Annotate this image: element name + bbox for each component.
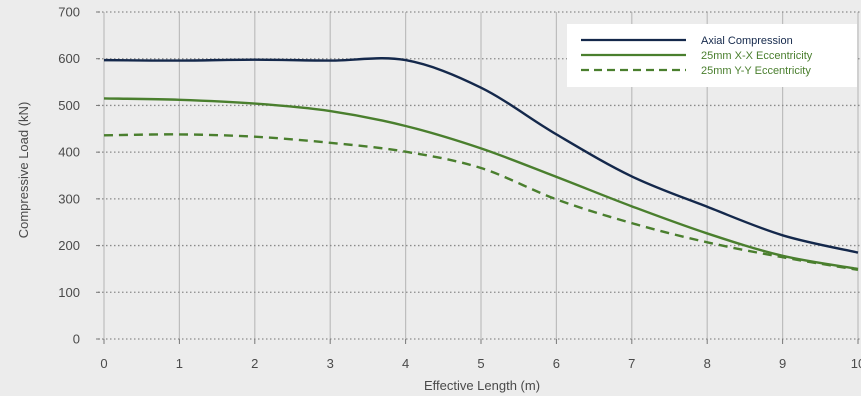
x-tick-label: 6 (553, 356, 560, 371)
legend: Axial Compression 25mm X-X Eccentricity 25… (567, 24, 857, 87)
y-tick-label: 600 (58, 51, 80, 66)
x-tick-label: 8 (704, 356, 711, 371)
legend-label: 25mm Y-Y Eccentricity (701, 65, 811, 77)
series-line-3 (103, 133, 859, 272)
y-tick-label: 700 (58, 5, 80, 20)
x-tick-label: 7 (628, 356, 635, 371)
series-layer (103, 57, 859, 272)
x-tick-label: 1 (176, 356, 183, 371)
axes (96, 11, 859, 344)
y-tick-label: 100 (58, 285, 80, 300)
x-tick-label: 0 (100, 356, 107, 371)
y-tick-label: 0 (73, 332, 80, 347)
legend-label: Axial Compression (701, 35, 793, 47)
x-tick-label: 9 (779, 356, 786, 371)
y-tick-label: 400 (58, 145, 80, 160)
series-line-1 (103, 57, 859, 254)
legend-label: 25mm X-X Eccentricity (701, 50, 813, 62)
x-tick-label: 4 (402, 356, 409, 371)
series-line-2 (103, 97, 859, 271)
x-tick-label: 5 (477, 356, 484, 371)
x-axis-title: Effective Length (m) (424, 378, 540, 393)
x-tick-label: 3 (327, 356, 334, 371)
y-tick-label: 500 (58, 98, 80, 113)
x-tick-label: 10 (851, 356, 861, 371)
y-tick-label: 300 (58, 191, 80, 206)
x-tick-label: 2 (251, 356, 258, 371)
x-axis-ticks: 0 1 2 3 4 5 6 7 8 9 10 (100, 356, 861, 371)
y-axis-ticks: 0 100 200 300 400 500 600 700 (58, 5, 80, 347)
y-axis-title: Compressive Load (kN) (16, 102, 31, 239)
y-tick-label: 200 (58, 238, 80, 253)
